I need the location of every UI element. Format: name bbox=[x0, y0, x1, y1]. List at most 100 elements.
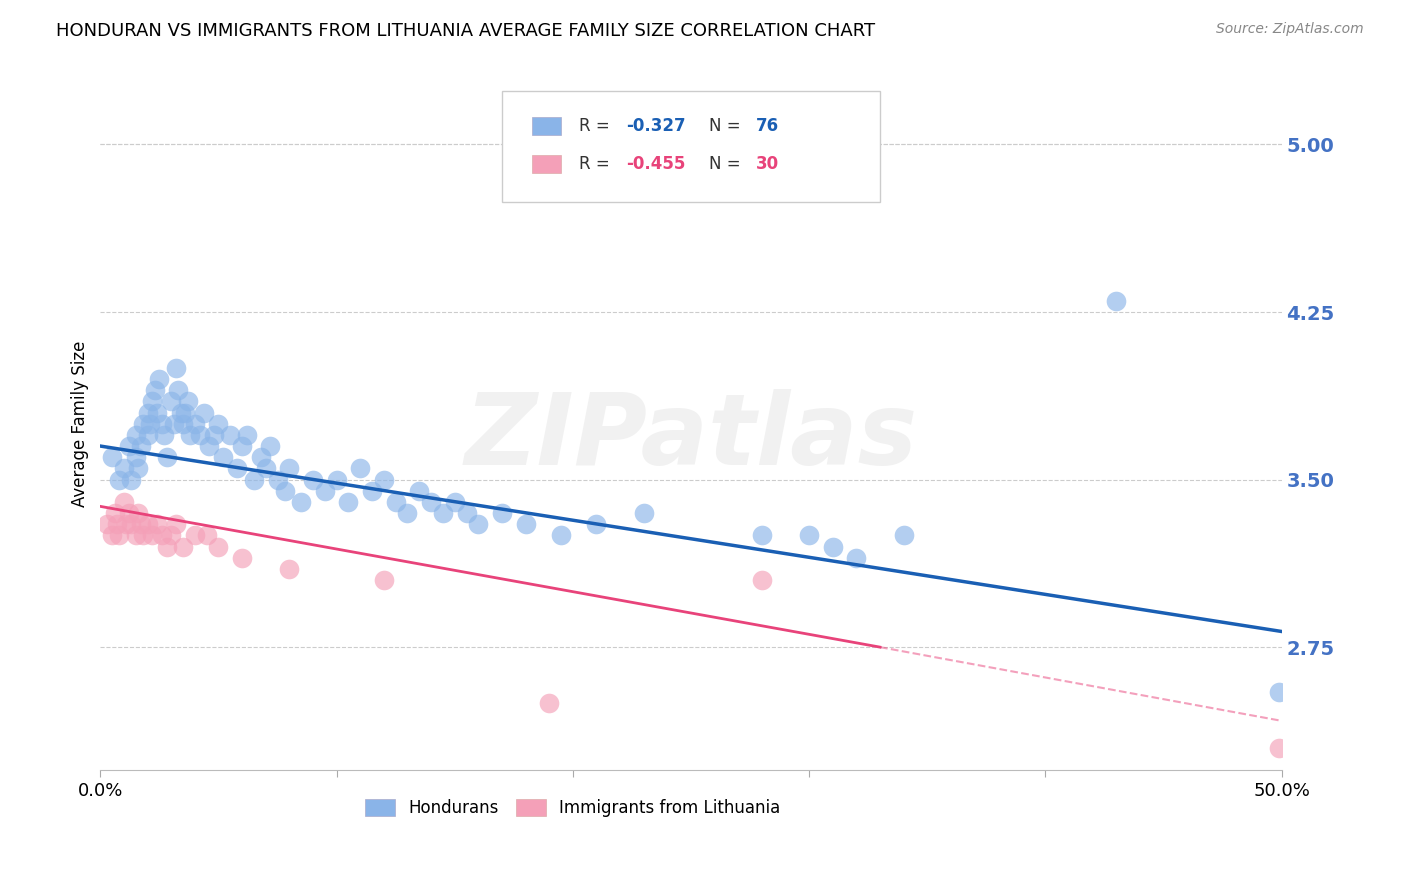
Point bbox=[155, 450, 177, 465]
Point bbox=[153, 428, 176, 442]
Point bbox=[212, 450, 235, 465]
Point bbox=[160, 528, 183, 542]
Point bbox=[165, 517, 187, 532]
Point bbox=[243, 473, 266, 487]
Point bbox=[396, 506, 419, 520]
Point bbox=[420, 495, 443, 509]
Point bbox=[538, 696, 561, 710]
Point bbox=[172, 417, 194, 431]
Point bbox=[179, 428, 201, 442]
Text: 76: 76 bbox=[756, 117, 779, 135]
Point bbox=[165, 360, 187, 375]
Text: HONDURAN VS IMMIGRANTS FROM LITHUANIA AVERAGE FAMILY SIZE CORRELATION CHART: HONDURAN VS IMMIGRANTS FROM LITHUANIA AV… bbox=[56, 22, 876, 40]
Point bbox=[1105, 293, 1128, 308]
Text: R =: R = bbox=[579, 155, 614, 173]
Text: -0.327: -0.327 bbox=[626, 117, 686, 135]
Point bbox=[515, 517, 537, 532]
FancyBboxPatch shape bbox=[531, 155, 561, 173]
Point bbox=[177, 394, 200, 409]
Text: Source: ZipAtlas.com: Source: ZipAtlas.com bbox=[1216, 22, 1364, 37]
Point bbox=[129, 517, 152, 532]
Point bbox=[259, 439, 281, 453]
Point bbox=[302, 473, 325, 487]
Point bbox=[231, 550, 253, 565]
Point bbox=[408, 483, 430, 498]
Point bbox=[136, 517, 159, 532]
Point bbox=[633, 506, 655, 520]
Point bbox=[219, 428, 242, 442]
Point bbox=[373, 573, 395, 587]
Text: -0.455: -0.455 bbox=[626, 155, 685, 173]
Y-axis label: Average Family Size: Average Family Size bbox=[72, 341, 89, 507]
Point bbox=[136, 405, 159, 419]
Point bbox=[146, 517, 169, 532]
Point bbox=[231, 439, 253, 453]
Point bbox=[112, 461, 135, 475]
Point bbox=[226, 461, 249, 475]
Point bbox=[491, 506, 513, 520]
Point bbox=[314, 483, 336, 498]
Point bbox=[155, 540, 177, 554]
Point bbox=[207, 417, 229, 431]
Point bbox=[193, 405, 215, 419]
Point bbox=[254, 461, 277, 475]
Point bbox=[821, 540, 844, 554]
Point bbox=[148, 372, 170, 386]
Point bbox=[273, 483, 295, 498]
Text: N =: N = bbox=[709, 117, 745, 135]
Point bbox=[361, 483, 384, 498]
Point bbox=[132, 528, 155, 542]
Point bbox=[136, 428, 159, 442]
Point bbox=[797, 528, 820, 542]
Point bbox=[129, 439, 152, 453]
Point bbox=[195, 528, 218, 542]
Point bbox=[125, 428, 148, 442]
Point bbox=[1268, 685, 1291, 699]
Point bbox=[108, 473, 131, 487]
Point bbox=[845, 550, 868, 565]
Point bbox=[101, 528, 124, 542]
Point bbox=[1268, 740, 1291, 755]
FancyBboxPatch shape bbox=[502, 91, 880, 202]
Point bbox=[188, 428, 211, 442]
Point bbox=[184, 528, 207, 542]
Point bbox=[170, 405, 193, 419]
Point bbox=[103, 506, 125, 520]
Point bbox=[349, 461, 371, 475]
Point bbox=[550, 528, 572, 542]
Point bbox=[143, 383, 166, 397]
Text: N =: N = bbox=[709, 155, 745, 173]
Point bbox=[150, 417, 173, 431]
Point bbox=[751, 573, 773, 587]
Point bbox=[278, 562, 301, 576]
Point bbox=[141, 528, 163, 542]
Point bbox=[127, 506, 149, 520]
Point bbox=[202, 428, 225, 442]
Point bbox=[290, 495, 312, 509]
Text: R =: R = bbox=[579, 117, 614, 135]
Point bbox=[172, 540, 194, 554]
Point bbox=[585, 517, 607, 532]
FancyBboxPatch shape bbox=[531, 117, 561, 135]
Point bbox=[125, 450, 148, 465]
Point bbox=[160, 394, 183, 409]
Point bbox=[101, 450, 124, 465]
Point bbox=[325, 473, 347, 487]
Point bbox=[443, 495, 465, 509]
Point bbox=[105, 517, 128, 532]
Point bbox=[115, 517, 138, 532]
Point bbox=[141, 394, 163, 409]
Point bbox=[167, 383, 190, 397]
Point bbox=[198, 439, 221, 453]
Point bbox=[112, 495, 135, 509]
Point bbox=[120, 517, 142, 532]
Point bbox=[384, 495, 406, 509]
Point bbox=[96, 517, 118, 532]
Point bbox=[337, 495, 360, 509]
Point bbox=[174, 405, 197, 419]
Point bbox=[127, 461, 149, 475]
Legend: Hondurans, Immigrants from Lithuania: Hondurans, Immigrants from Lithuania bbox=[359, 792, 787, 824]
Point bbox=[118, 506, 141, 520]
Point bbox=[162, 417, 184, 431]
Point bbox=[278, 461, 301, 475]
